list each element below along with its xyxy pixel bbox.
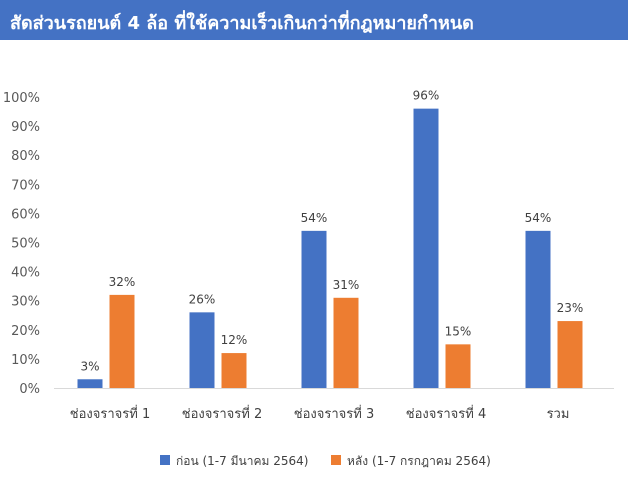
legend-swatch (331, 455, 341, 465)
data-label: 54% (525, 211, 552, 225)
y-tick-label: 20% (11, 324, 40, 339)
x-tick-label: รวม (547, 407, 570, 422)
x-tick-label: ช่องจราจรที่ 2 (182, 405, 262, 422)
y-tick-label: 80% (11, 149, 40, 164)
title-bar: สัดส่วนรถยนต์ 4 ล้อ ที่ใช้ความเร็วเกินกว… (0, 0, 628, 40)
bars: 3% 32% 26% 12% 54% 31% 96% 15% 54% 23% (77, 89, 584, 388)
data-label: 96% (413, 89, 440, 103)
bar (109, 294, 135, 388)
bar (525, 230, 551, 388)
legend-entry: ก่อน (1-7 มีนาคม 2564) (176, 454, 308, 468)
y-tick-label: 10% (11, 353, 40, 368)
y-axis: 0% 10% 20% 30% 40% 50% 60% 70% 80% 90% 100% (3, 91, 614, 397)
y-tick-label: 50% (11, 237, 40, 252)
data-label: 54% (301, 211, 328, 225)
data-label: 31% (333, 278, 360, 292)
data-label: 32% (109, 275, 136, 289)
y-tick-label: 30% (11, 295, 40, 310)
data-label: 23% (557, 301, 584, 315)
y-tick-label: 0% (19, 382, 40, 397)
y-tick-label: 70% (11, 178, 40, 193)
bar (221, 353, 247, 388)
chart-title: สัดส่วนรถยนต์ 4 ล้อ ที่ใช้ความเร็วเกินกว… (10, 13, 474, 34)
data-label: 26% (189, 292, 216, 306)
x-tick-label: ช่องจราจรที่ 1 (70, 405, 150, 422)
bar (557, 321, 583, 388)
bar (413, 108, 439, 388)
y-tick-label: 100% (3, 91, 40, 106)
y-tick-label: 90% (11, 120, 40, 135)
y-tick-label: 60% (11, 207, 40, 222)
x-tick-label: ช่องจราจรที่ 3 (294, 405, 374, 422)
y-tick-label: 40% (11, 266, 40, 281)
data-label: 15% (445, 324, 472, 338)
legend-swatch (160, 455, 170, 465)
bar (301, 230, 327, 388)
x-tick-label: ช่องจราจรที่ 4 (406, 405, 486, 422)
legend-entry: หลัง (1-7 กรกฎาคม 2564) (347, 454, 491, 468)
data-label: 12% (221, 333, 248, 347)
bar (189, 312, 215, 388)
x-axis: ช่องจราจรที่ 1 ช่องจราจรที่ 2 ช่องจราจรที่… (70, 405, 570, 422)
bar (333, 297, 359, 388)
data-label: 3% (80, 359, 99, 373)
legend: ก่อน (1-7 มีนาคม 2564) หลัง (1-7 กรกฎาคม … (160, 454, 491, 468)
bar (77, 379, 103, 388)
bar (445, 344, 471, 388)
